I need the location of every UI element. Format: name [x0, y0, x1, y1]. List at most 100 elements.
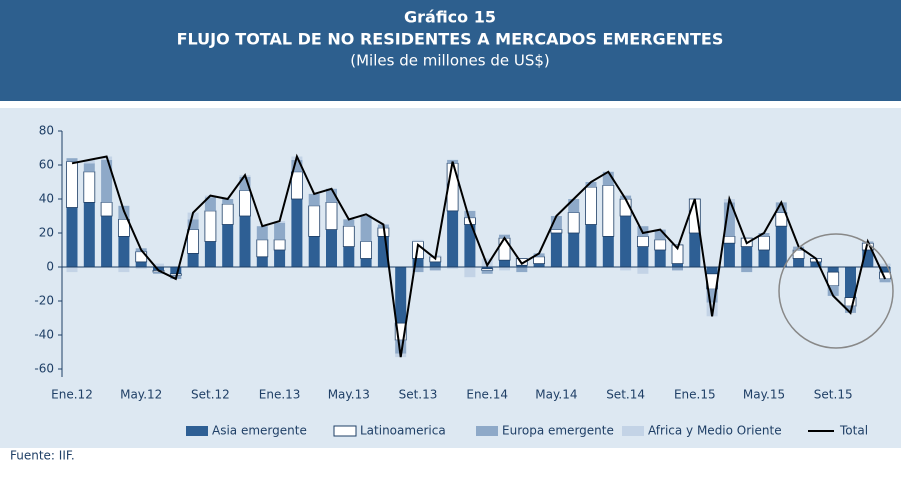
bar	[481, 267, 493, 269]
bar	[170, 267, 182, 274]
y-tick-label: -20	[34, 294, 54, 308]
bar	[499, 260, 510, 267]
bar	[689, 233, 701, 267]
x-tick-label: Set.14	[606, 388, 645, 402]
highlight-circle	[778, 233, 894, 349]
y-tick-label: -40	[34, 328, 54, 342]
bar	[101, 216, 113, 267]
bar	[637, 246, 649, 267]
bar	[481, 270, 493, 274]
bar	[879, 278, 891, 283]
bar	[187, 253, 199, 267]
bar	[723, 243, 735, 267]
bar	[654, 250, 666, 267]
bar	[672, 267, 683, 271]
bar	[550, 216, 562, 230]
x-tick-label: Ene.12	[51, 388, 93, 402]
bar	[83, 202, 95, 267]
legend-swatch	[622, 426, 644, 436]
bar	[360, 216, 372, 242]
bar	[412, 267, 424, 273]
bar	[66, 161, 78, 208]
bar	[239, 216, 251, 267]
bar	[516, 267, 528, 273]
x-tick-label: Ene.15	[674, 388, 716, 402]
bar	[187, 219, 199, 230]
x-tick-label: May.15	[743, 388, 785, 402]
bar	[325, 201, 338, 230]
bar	[758, 235, 770, 251]
legend-label: Latinoamerica	[360, 424, 446, 438]
bar	[498, 237, 511, 261]
y-tick-label: 80	[39, 124, 54, 138]
bar	[464, 224, 476, 267]
bar	[533, 263, 545, 267]
bar	[567, 212, 580, 234]
x-tick-label: May.14	[535, 388, 577, 402]
bar	[222, 224, 234, 267]
bar	[741, 267, 753, 273]
bar	[221, 203, 234, 225]
bar	[118, 267, 130, 273]
bar	[256, 239, 269, 258]
bar	[273, 239, 286, 251]
bar	[602, 171, 614, 186]
bar	[585, 224, 597, 267]
bar	[637, 267, 649, 274]
bar	[447, 210, 459, 267]
bar	[153, 272, 164, 274]
bar	[516, 265, 528, 267]
bar	[187, 229, 200, 254]
source: Fuente: IIF.	[10, 449, 75, 463]
bar	[360, 241, 373, 259]
legend-swatch	[476, 426, 498, 436]
bar	[290, 171, 303, 200]
bar	[308, 205, 321, 237]
chart-subtitle: FLUJO TOTAL DE NO RESIDENTES A MERCADOS …	[177, 30, 724, 49]
bar	[706, 289, 718, 303]
bar	[620, 267, 632, 271]
bar	[135, 261, 147, 267]
bar	[308, 193, 320, 206]
bar	[66, 267, 78, 273]
bar	[83, 163, 95, 172]
y-tick-label: 40	[39, 192, 54, 206]
bar	[550, 229, 563, 234]
y-tick-label: 60	[39, 158, 54, 172]
bar	[66, 158, 78, 162]
total-line	[71, 153, 887, 358]
bar	[222, 199, 234, 205]
bar	[256, 256, 268, 267]
bar	[66, 207, 78, 267]
bar	[274, 222, 286, 240]
y-tick-label: 0	[46, 260, 54, 274]
bar	[256, 226, 268, 240]
y-tick-label: -60	[34, 362, 54, 376]
bar	[672, 263, 683, 267]
bar	[568, 199, 580, 213]
bar	[239, 176, 251, 191]
bar	[343, 246, 355, 267]
bar	[533, 256, 545, 264]
bar	[481, 268, 494, 271]
bar	[100, 201, 113, 217]
bar	[568, 233, 580, 267]
x-tick-label: May.12	[120, 388, 162, 402]
legend-label: Asia emergente	[212, 424, 307, 438]
bar	[533, 253, 545, 257]
bar	[775, 202, 787, 213]
bar	[204, 241, 216, 267]
x-tick-label: May.13	[328, 388, 370, 402]
bar	[204, 197, 216, 211]
bar	[343, 219, 355, 227]
bar	[585, 182, 597, 188]
x-tick-label: Set.13	[399, 388, 438, 402]
legend-label: Africa y Medio Oriente	[648, 424, 782, 438]
bar	[620, 216, 632, 267]
bar	[775, 212, 788, 227]
bar	[671, 244, 684, 264]
bar	[395, 267, 407, 324]
x-tick-label: Set.12	[191, 388, 230, 402]
bar	[654, 239, 667, 251]
